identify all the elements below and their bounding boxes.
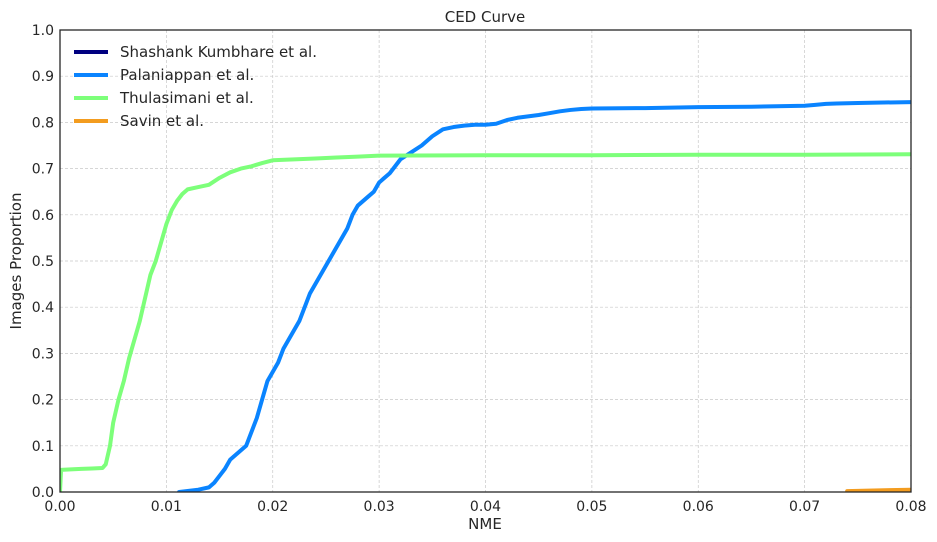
x-tick-label: 0.08 [895, 499, 926, 515]
legend: Shashank Kumbhare et al. Palaniappan et a… [74, 43, 317, 130]
y-tick-label: 0.3 [32, 346, 54, 362]
x-tick-label: 0.02 [257, 499, 288, 515]
y-axis-title: Images Proportion [7, 193, 25, 330]
plot-frame [59, 29, 912, 493]
x-axis-ticks: 0.00 0.01 0.02 0.03 0.04 0.05 0.06 0.07 0.08 [44, 499, 926, 515]
series-line-3 [60, 152, 911, 492]
x-tick-label: 0.00 [44, 499, 75, 515]
legend-label-4: Savin et al. [120, 112, 204, 130]
chart-title: CED Curve [445, 8, 526, 26]
legend-label-3: Thulasimani et al. [119, 89, 254, 107]
x-tick-label: 0.06 [683, 499, 714, 515]
y-tick-label: 0.2 [32, 393, 54, 409]
y-tick-label: 0.1 [32, 439, 54, 455]
series-lines [60, 100, 911, 492]
legend-label-2: Palaniappan et al. [120, 66, 254, 84]
legend-label-1: Shashank Kumbhare et al. [120, 43, 317, 61]
grid-lines [60, 30, 911, 492]
y-tick-label: 0.0 [32, 485, 54, 501]
y-tick-label: 0.9 [32, 69, 54, 85]
y-tick-label: 0.7 [32, 162, 54, 178]
x-tick-label: 0.07 [789, 499, 820, 515]
x-axis-title: NME [468, 515, 502, 533]
series-line-4 [845, 487, 911, 492]
y-tick-label: 0.5 [32, 254, 54, 270]
y-tick-label: 1.0 [32, 23, 54, 39]
y-axis-ticks: 0.0 0.1 0.2 0.3 0.4 0.5 0.6 0.7 0.8 0.9 1.0 [32, 23, 54, 501]
y-tick-label: 0.6 [32, 208, 54, 224]
x-tick-label: 0.04 [470, 499, 501, 515]
x-tick-label: 0.03 [364, 499, 395, 515]
y-tick-label: 0.4 [32, 300, 54, 316]
y-tick-label: 0.8 [32, 115, 54, 131]
x-tick-label: 0.01 [151, 499, 182, 515]
x-tick-label: 0.05 [576, 499, 607, 515]
series-line-2 [177, 100, 911, 492]
